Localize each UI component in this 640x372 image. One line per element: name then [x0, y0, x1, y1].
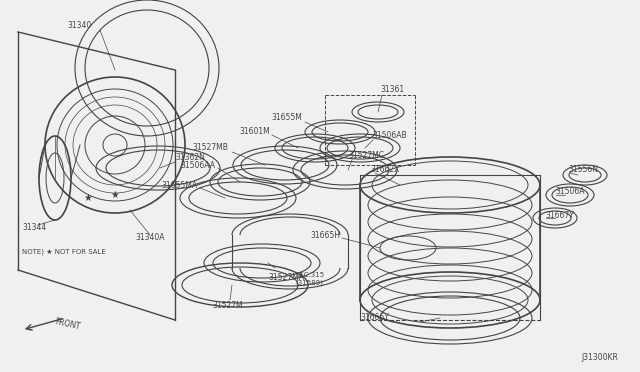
Text: 31556N: 31556N	[568, 166, 598, 174]
Text: 31340A: 31340A	[135, 234, 164, 243]
Text: 31340: 31340	[68, 20, 92, 29]
Text: 31527MC: 31527MC	[348, 151, 384, 160]
Text: FRONT: FRONT	[54, 318, 81, 332]
Text: 31527MA: 31527MA	[268, 273, 304, 282]
Text: 31361: 31361	[380, 86, 404, 94]
Text: 31601M: 31601M	[239, 128, 270, 137]
Text: 31506AB: 31506AB	[372, 131, 406, 140]
Text: ★: ★	[111, 190, 120, 200]
Text: 31667Y: 31667Y	[545, 211, 574, 219]
Text: NOTE) ★ NOT FOR SALE: NOTE) ★ NOT FOR SALE	[22, 249, 106, 255]
Text: 31666Y: 31666Y	[360, 314, 389, 323]
Text: 31665H: 31665H	[310, 231, 340, 240]
Text: 31655MA: 31655MA	[162, 180, 198, 189]
Text: 31344: 31344	[22, 224, 46, 232]
Text: SEC.315
(31589): SEC.315 (31589)	[295, 272, 324, 285]
Text: ★: ★	[84, 193, 92, 203]
Text: 31662X: 31662X	[370, 166, 399, 174]
Text: 31506AA: 31506AA	[180, 160, 215, 170]
Text: 31506A: 31506A	[555, 187, 584, 196]
Text: 31655M: 31655M	[271, 113, 302, 122]
Text: 31527MB: 31527MB	[192, 144, 228, 153]
Text: 31362N: 31362N	[175, 154, 205, 163]
Text: J31300KR: J31300KR	[581, 353, 618, 362]
Text: 31527M: 31527M	[212, 301, 243, 310]
